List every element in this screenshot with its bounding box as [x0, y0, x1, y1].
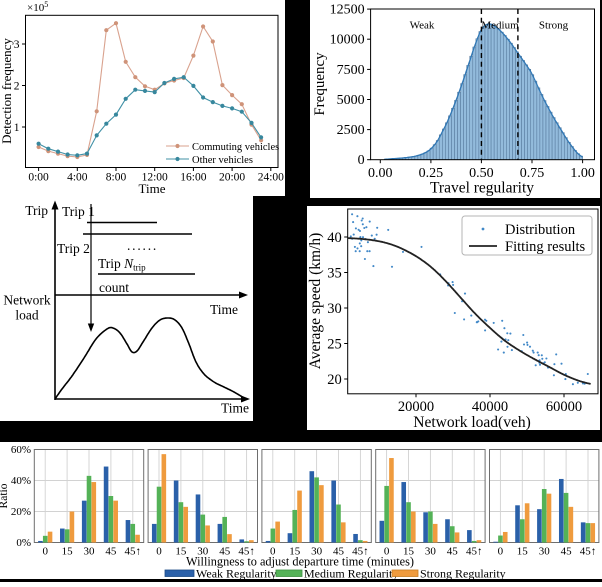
svg-text:Travel regularity: Travel regularity — [430, 180, 534, 197]
svg-text:Medium: Medium — [481, 20, 519, 32]
svg-text:Trip 1: Trip 1 — [62, 204, 95, 219]
svg-text:15: 15 — [289, 546, 301, 558]
svg-text:Time: Time — [221, 401, 249, 416]
svg-text:45↑: 45↑ — [466, 546, 483, 558]
svg-text:Time: Time — [210, 302, 238, 317]
svg-text:20:00: 20:00 — [219, 172, 245, 184]
svg-text:12:00: 12:00 — [142, 172, 168, 184]
svg-text:0.25: 0.25 — [419, 166, 444, 181]
svg-text:24:00: 24:00 — [258, 172, 284, 184]
svg-text:8:00: 8:00 — [106, 172, 127, 184]
svg-text:15: 15 — [62, 546, 74, 558]
svg-text:0:00: 0:00 — [28, 172, 49, 184]
svg-text:15: 15 — [403, 546, 415, 558]
svg-text:45: 45 — [333, 546, 345, 558]
svg-text:Weak Regularity: Weak Regularity — [196, 567, 277, 581]
svg-text:45: 45 — [105, 546, 117, 558]
svg-text:Distribution: Distribution — [505, 222, 576, 238]
svg-text:35: 35 — [327, 266, 342, 282]
svg-text:Detection frequency: Detection frequency — [0, 38, 14, 144]
svg-text:15: 15 — [517, 546, 529, 558]
svg-text:5000: 5000 — [337, 93, 365, 108]
svg-text:Strong Regularity: Strong Regularity — [420, 567, 506, 581]
svg-text:45↑: 45↑ — [580, 546, 597, 558]
svg-text:0: 0 — [270, 546, 276, 558]
svg-text:20%: 20% — [11, 506, 31, 518]
svg-text:Fitting results: Fitting results — [505, 239, 586, 255]
svg-text:Other vehicles: Other vehicles — [192, 155, 253, 166]
svg-text:20000: 20000 — [398, 399, 434, 415]
svg-text:0: 0 — [358, 153, 365, 168]
svg-text:20: 20 — [327, 372, 342, 388]
svg-text:Time: Time — [139, 181, 166, 196]
svg-text:25: 25 — [327, 337, 342, 353]
svg-text:45: 45 — [447, 546, 459, 558]
svg-text:Willingness to adjust departur: Willingness to adjust departure time (mi… — [186, 555, 414, 569]
svg-text:40: 40 — [327, 230, 342, 246]
svg-text:2: 2 — [14, 81, 20, 93]
svg-text:Commuting vehicles: Commuting vehicles — [192, 142, 279, 153]
svg-text:30: 30 — [327, 301, 342, 317]
svg-text:12500: 12500 — [330, 3, 365, 18]
svg-text:15: 15 — [175, 546, 187, 558]
svg-text:40%: 40% — [11, 475, 31, 487]
svg-text:45: 45 — [561, 546, 573, 558]
svg-text:16:00: 16:00 — [180, 172, 206, 184]
svg-text:0.00: 0.00 — [368, 166, 393, 181]
svg-text:0.50: 0.50 — [469, 166, 494, 181]
svg-text:45↑: 45↑ — [125, 546, 142, 558]
svg-text:count: count — [99, 280, 129, 295]
svg-text:60%: 60% — [11, 444, 31, 456]
svg-text:Trip 2: Trip 2 — [57, 241, 90, 256]
svg-text:Network load(veh): Network load(veh) — [413, 414, 531, 431]
svg-text:Trip: Trip — [25, 203, 48, 218]
svg-text:1.00: 1.00 — [570, 166, 595, 181]
svg-text:Average speed (km/h): Average speed (km/h) — [307, 233, 324, 370]
svg-text:45↑: 45↑ — [238, 546, 255, 558]
svg-text:30: 30 — [539, 546, 551, 558]
svg-text:Ratio: Ratio — [0, 483, 10, 508]
svg-text:0%: 0% — [16, 537, 31, 549]
svg-text:Weak: Weak — [410, 20, 435, 32]
svg-text:Trip Ntrip: Trip Ntrip — [98, 256, 146, 273]
svg-text:0.75: 0.75 — [520, 166, 545, 181]
svg-text:Frequency: Frequency — [312, 52, 328, 116]
svg-text:2500: 2500 — [337, 123, 365, 138]
svg-text:3: 3 — [14, 39, 20, 51]
svg-text:30: 30 — [84, 546, 96, 558]
svg-text:45↑: 45↑ — [352, 546, 369, 558]
svg-text:1: 1 — [14, 122, 20, 134]
svg-text:4:00: 4:00 — [67, 172, 88, 184]
svg-text:Medium Regularity: Medium Regularity — [304, 567, 398, 581]
svg-text:0: 0 — [384, 546, 390, 558]
svg-text:Strong: Strong — [539, 20, 569, 32]
svg-text:7500: 7500 — [337, 63, 365, 78]
svg-text:30: 30 — [311, 546, 323, 558]
svg-text:60000: 60000 — [546, 399, 582, 415]
svg-text:......: ...... — [127, 238, 158, 253]
svg-text:10000: 10000 — [330, 33, 365, 48]
svg-text:40000: 40000 — [472, 399, 508, 415]
svg-text:45: 45 — [219, 546, 231, 558]
svg-text:0: 0 — [498, 546, 504, 558]
svg-text:30: 30 — [197, 546, 209, 558]
svg-text:load: load — [15, 308, 38, 323]
svg-text:×105: ×105 — [27, 0, 48, 14]
svg-text:Network: Network — [3, 293, 50, 308]
svg-text:0: 0 — [42, 546, 48, 558]
svg-text:0: 0 — [156, 546, 162, 558]
svg-text:30: 30 — [425, 546, 437, 558]
